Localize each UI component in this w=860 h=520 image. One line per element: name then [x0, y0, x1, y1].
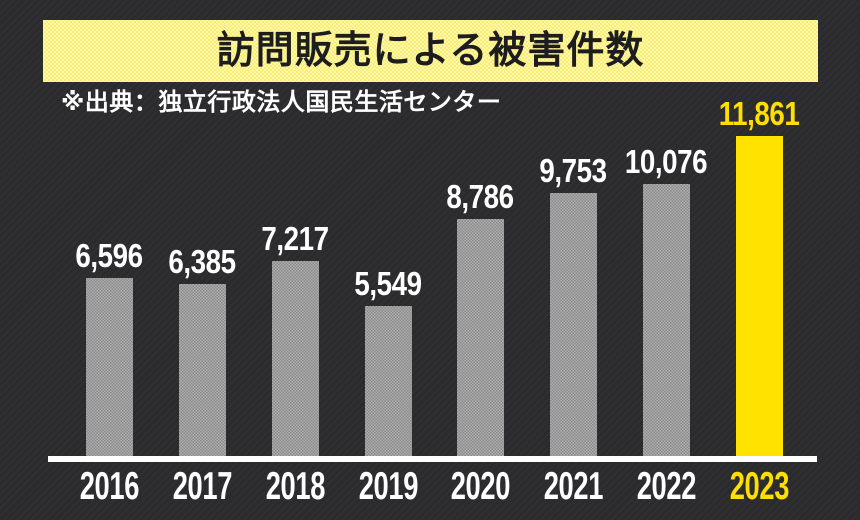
x-axis-label-2022: 2022 [619, 467, 713, 506]
bar-group-2023: 11,861 [712, 97, 806, 456]
bar-2021 [549, 193, 597, 456]
year-text: 2023 [729, 465, 789, 508]
value-label-text: 7,217 [261, 220, 329, 257]
value-label-2023: 11,861 [711, 97, 807, 130]
bar-group-2019: 5,549 [341, 267, 435, 456]
source-note: ※出典：独立行政法人国民生活センター [61, 89, 502, 116]
value-label-2017: 6,385 [162, 245, 242, 278]
x-axis-label-2016: 2016 [62, 467, 156, 506]
bar-2018 [271, 261, 319, 456]
value-label-2020: 8,786 [440, 180, 520, 213]
x-axis-label-2018: 2018 [248, 467, 342, 506]
value-label-text: 9,753 [539, 152, 607, 189]
x-axis-label-2017: 2017 [155, 467, 249, 506]
bar-2017 [178, 284, 226, 456]
value-label-text: 8,786 [446, 178, 514, 215]
value-label-text: 11,861 [718, 95, 800, 132]
x-axis-label-2019: 2019 [341, 467, 435, 506]
value-label-2021: 9,753 [533, 154, 613, 187]
value-label-2016: 6,596 [69, 239, 149, 272]
year-text: 2020 [450, 465, 510, 508]
x-axis-line [48, 456, 817, 462]
value-label-2022: 10,076 [617, 145, 715, 178]
year-text: 2022 [636, 465, 696, 508]
plot-area: 6,596 6,385 7,217 5,549 8,786 9,753 10,0… [62, 97, 806, 456]
value-label-text: 6,385 [168, 243, 236, 280]
bar-group-2018: 7,217 [248, 222, 342, 456]
x-axis-label-2023: 2023 [712, 467, 806, 506]
value-label-2019: 5,549 [348, 267, 428, 300]
bar-2016 [85, 278, 133, 456]
value-label-text: 6,596 [75, 237, 143, 274]
bar-2023-highlight [735, 136, 783, 456]
bar-group-2020: 8,786 [433, 180, 527, 456]
bar-2020 [456, 219, 504, 456]
bar-2022 [642, 184, 690, 456]
year-text: 2018 [265, 465, 325, 508]
year-text: 2017 [172, 465, 232, 508]
x-axis-label-2020: 2020 [433, 467, 527, 506]
year-text: 2021 [543, 465, 603, 508]
bar-group-2016: 6,596 [62, 239, 156, 456]
bar-group-2022: 10,076 [619, 145, 713, 456]
title-banner: 訪問販売による被害件数 [43, 20, 818, 82]
value-label-text: 10,076 [624, 143, 708, 180]
bar-2019 [364, 306, 412, 456]
value-label-2018: 7,217 [255, 222, 335, 255]
bar-group-2017: 6,385 [155, 245, 249, 456]
value-label-text: 5,549 [354, 265, 422, 302]
year-text: 2019 [358, 465, 418, 508]
x-axis-label-2021: 2021 [526, 467, 620, 506]
chart-title: 訪問販売による被害件数 [216, 30, 645, 72]
year-text: 2016 [79, 465, 139, 508]
bar-group-2021: 9,753 [526, 154, 620, 456]
